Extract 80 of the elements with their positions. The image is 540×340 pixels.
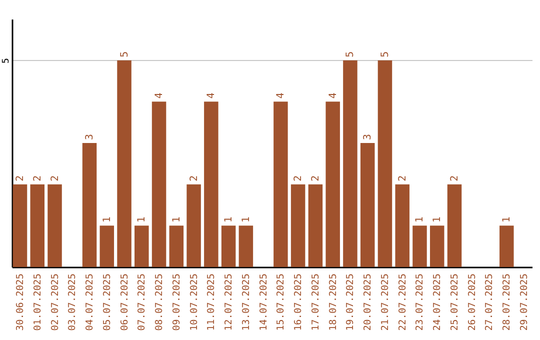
bar	[430, 226, 444, 267]
data-label: 1	[102, 216, 113, 223]
x-tick-label: 03.07.2025	[67, 274, 78, 331]
data-label: 1	[502, 216, 513, 223]
bar	[412, 226, 427, 267]
bar	[500, 226, 514, 267]
x-tick-label: 22.07.2025	[397, 274, 408, 331]
data-label: 1	[432, 216, 444, 223]
bar	[326, 102, 340, 267]
data-label: 2	[397, 175, 408, 182]
x-tick-label: 02.07.2025	[50, 274, 61, 331]
bar	[447, 184, 462, 267]
data-label: 2	[310, 175, 322, 182]
x-tick-label: 19.07.2025	[345, 274, 356, 331]
bar	[221, 226, 236, 267]
data-label: 1	[136, 216, 148, 223]
x-tick-label: 25.07.2025	[449, 274, 460, 331]
data-label: 2	[293, 175, 304, 182]
x-tick-label: 21.07.2025	[380, 274, 391, 331]
x-tick-label: 15.07.2025	[276, 274, 287, 331]
bar	[360, 143, 375, 267]
data-label: 3	[84, 134, 96, 140]
x-tick-label: 12.07.2025	[224, 274, 235, 331]
data-label: 5	[119, 51, 130, 58]
data-label: 5	[380, 51, 391, 58]
bar	[152, 102, 166, 267]
x-tick-label: 27.07.2025	[484, 274, 496, 331]
bar	[274, 102, 288, 267]
data-label: 4	[154, 92, 166, 99]
data-label: 2	[188, 175, 200, 182]
data-label: 2	[449, 175, 460, 182]
data-label: 2	[32, 175, 44, 182]
x-tick-label: 07.07.2025	[136, 274, 148, 331]
x-tick-label: 01.07.2025	[32, 274, 44, 331]
data-label: 1	[240, 216, 252, 223]
data-label: 4	[206, 92, 218, 99]
bar	[395, 184, 410, 267]
x-tick-label: 14.07.2025	[258, 274, 270, 331]
data-label: 1	[224, 216, 235, 223]
x-tick-label: 29.07.2025	[519, 274, 530, 331]
x-tick-label: 20.07.2025	[362, 274, 374, 331]
bar	[204, 102, 218, 267]
data-label: 2	[50, 175, 61, 182]
bar	[378, 60, 392, 267]
x-tick-label: 13.07.2025	[240, 274, 252, 331]
data-label: 5	[345, 51, 356, 58]
x-tick-label: 10.07.2025	[188, 274, 200, 331]
bar	[308, 184, 323, 267]
x-tick-label: 28.07.2025	[502, 274, 513, 331]
x-tick-label: 08.07.2025	[154, 274, 166, 331]
bar	[12, 184, 28, 267]
x-tick-label: 24.07.2025	[432, 274, 444, 331]
data-label: 2	[14, 175, 26, 182]
x-tick-label: 11.07.2025	[206, 274, 218, 331]
bar	[82, 143, 97, 267]
data-label: 1	[414, 216, 426, 223]
x-tick-label: 04.07.2025	[84, 274, 96, 331]
bar	[290, 184, 306, 267]
bar	[48, 184, 62, 267]
x-tick-label: 17.07.2025	[310, 274, 322, 331]
bar	[343, 60, 358, 267]
data-label: 4	[276, 92, 287, 99]
bar	[186, 184, 201, 267]
bar	[100, 226, 114, 267]
bar	[169, 226, 184, 267]
x-tick-label: 18.07.2025	[328, 274, 339, 331]
bar	[134, 226, 149, 267]
data-label: 3	[362, 134, 374, 140]
x-tick-label: 16.07.2025	[293, 274, 304, 331]
bar	[238, 226, 254, 267]
x-tick-label: 26.07.2025	[466, 274, 478, 331]
x-tick-label: 30.06.2025	[14, 274, 26, 331]
x-tick-label: 09.07.2025	[171, 274, 182, 331]
data-label: 1	[171, 216, 182, 223]
x-tick-label: 05.07.2025	[102, 274, 113, 331]
bar	[30, 184, 44, 267]
x-tick-label: 06.07.2025	[119, 274, 130, 331]
x-tick-label: 23.07.2025	[414, 274, 426, 331]
data-label: 4	[328, 92, 339, 99]
bar	[117, 60, 132, 267]
